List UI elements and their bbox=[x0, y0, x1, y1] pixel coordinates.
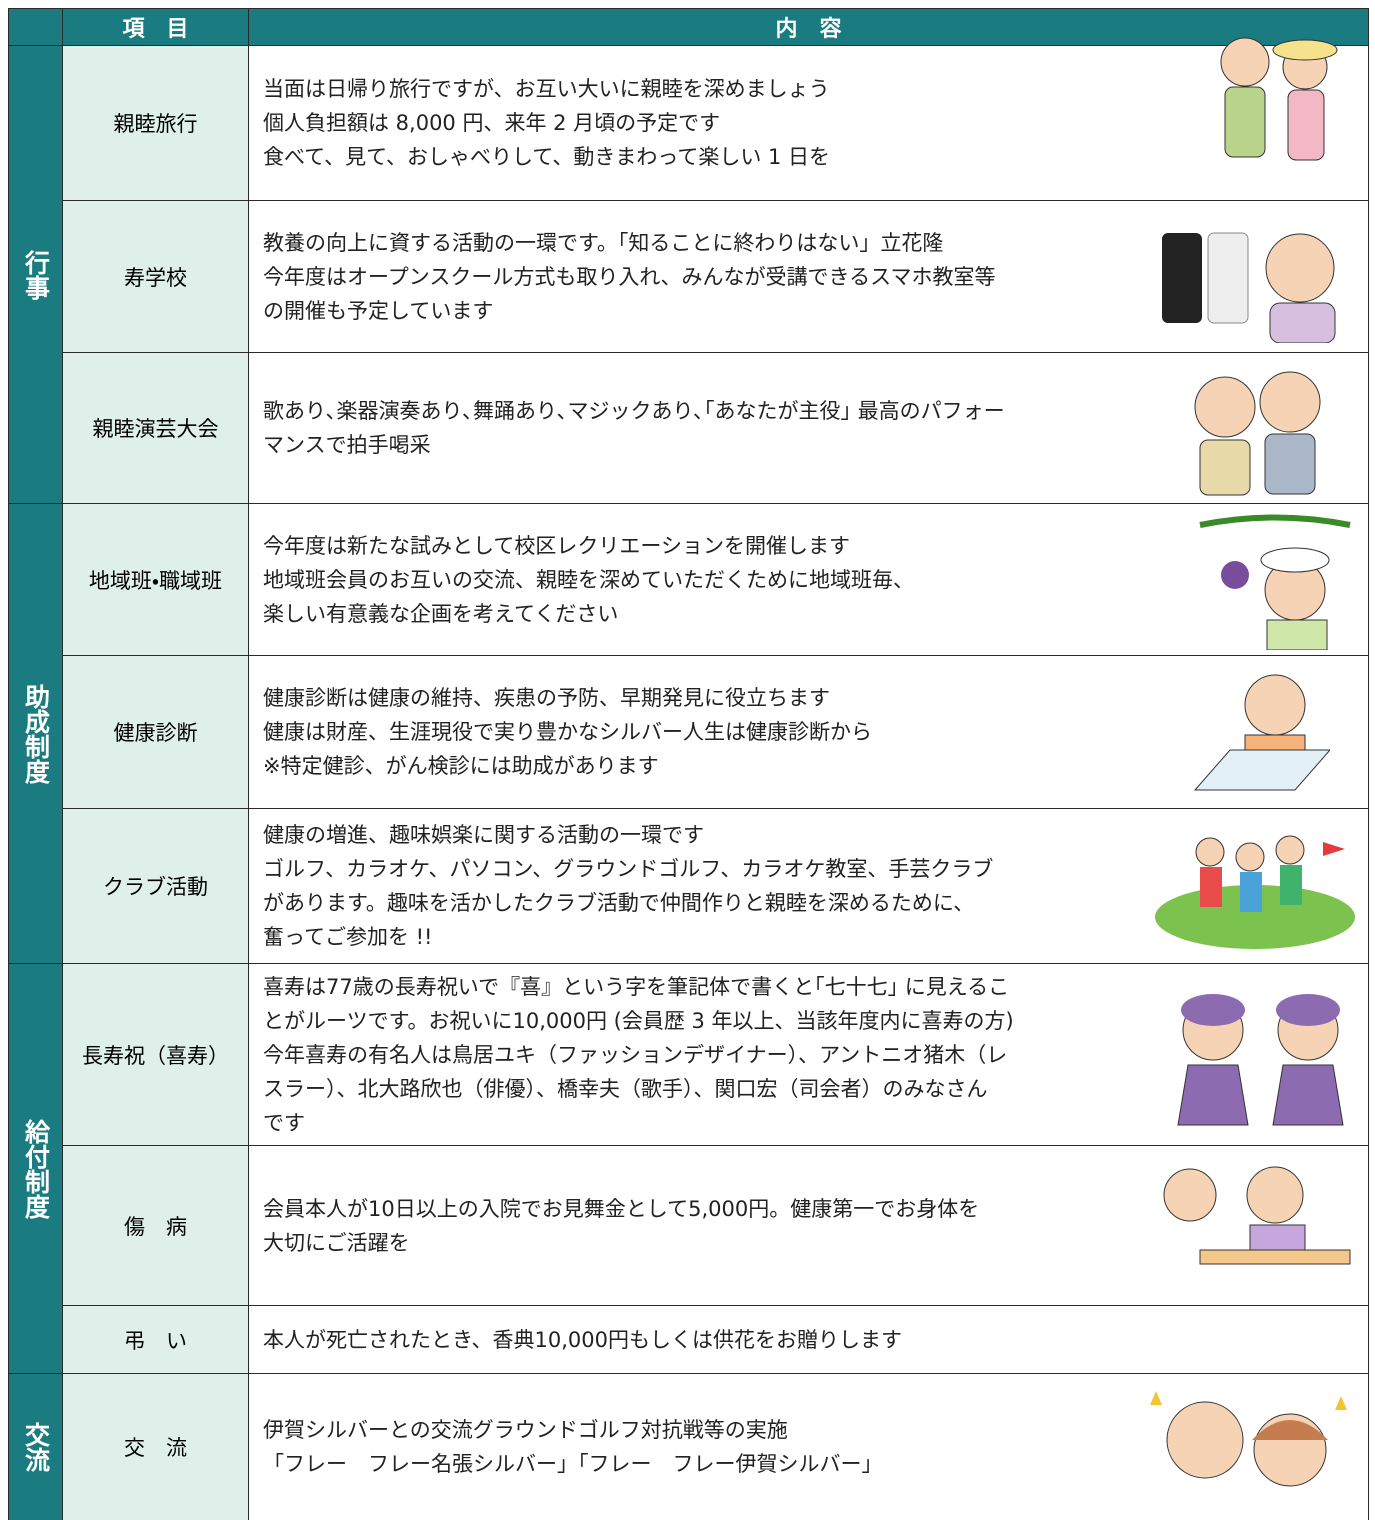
illustration bbox=[1193, 674, 1330, 791]
content-line: 健康診断は健康の維持、疾患の予防、早期発見に役立ちます bbox=[263, 686, 830, 710]
content-line: 今年喜寿の有名人は鳥居ユキ（ファッションデザイナー）、アントニオ猪木（レ bbox=[263, 1042, 1008, 1067]
content-line: 歌あり､楽器演奏あり､舞踊あり､マジックあり､｢あなたが主役｣ 最高のパフォー bbox=[263, 399, 1005, 423]
illustration bbox=[1220, 37, 1338, 161]
illustration bbox=[1177, 994, 1344, 1126]
content-cell: 当面は日帰り旅行ですが、お互い大いに親睦を深めましょう 個人負担額は 8,000 … bbox=[248, 45, 1369, 201]
item-label: 寿学校 bbox=[62, 200, 249, 353]
header-corner bbox=[8, 8, 63, 46]
illustration bbox=[1162, 232, 1336, 343]
header-content: 内 容 bbox=[248, 8, 1369, 46]
illustration bbox=[1150, 1391, 1347, 1487]
content-line: があります。趣味を活かしたクラブ活動で仲間作りと親睦を深めるために、 bbox=[263, 891, 975, 915]
item-label: 長寿祝（喜寿） bbox=[62, 963, 249, 1146]
content-line: 会員本人が10日以上の入院でお見舞金として5,000円。健康第一でお身体を bbox=[263, 1196, 980, 1221]
content-line: 当面は日帰り旅行ですが、お互い大いに親睦を深めましょう bbox=[263, 77, 830, 101]
item-label: 交 流 bbox=[62, 1373, 249, 1520]
item-label: 健康診断 bbox=[62, 655, 249, 809]
item-label: 地域班・職域班 bbox=[62, 503, 249, 656]
section-label: 交流 bbox=[8, 1373, 63, 1520]
content-line: です bbox=[263, 1110, 305, 1135]
item-label: 親睦旅行 bbox=[62, 45, 249, 201]
content-line: 大切にご活躍を bbox=[263, 1230, 410, 1255]
content-line: 健康は財産、生涯現役で実り豊かなシルバー人生は健康診断から bbox=[263, 720, 872, 744]
content-cell: 健康診断は健康の維持、疾患の予防、早期発見に役立ちます健康は財産、生涯現役で実り… bbox=[248, 655, 1369, 809]
content-line: 食べて、見て、おしゃべりして、動きまわって楽しい 1 日を bbox=[263, 145, 831, 169]
header-item: 項 目 bbox=[62, 8, 249, 46]
content-line: 今年度はオープンスクール方式も取り入れ、みんなが受講できるスマホ教室等 bbox=[263, 264, 996, 289]
item-label: 傷 病 bbox=[62, 1145, 249, 1306]
content-line: 個人負担額は 8,000 円、来年 2 月頃の予定です bbox=[263, 111, 721, 135]
item-label: 親睦演芸大会 bbox=[62, 352, 249, 504]
content-line: 教養の向上に資する活動の一環です。「知ることに終わりはない」立花隆 bbox=[263, 230, 944, 255]
content-line: とがルーツです。お祝いに10,000円 (会員歴 3 年以上、当該年度内に喜寿の… bbox=[263, 1008, 1014, 1033]
content-cell: 歌あり､楽器演奏あり､舞踊あり､マジックあり､｢あなたが主役｣ 最高のパフォーマ… bbox=[248, 352, 1369, 504]
content-line: の開催も予定しています bbox=[263, 298, 494, 323]
content-line: 今年度は新たな試みとして校区レクリエーションを開催します bbox=[263, 533, 850, 558]
item-label: 弔 い bbox=[62, 1305, 249, 1374]
content-line: 楽しい有意義な企画を考えてください bbox=[263, 601, 619, 626]
section-label: 給付制度 bbox=[8, 963, 63, 1374]
content-cell: 喜寿は77歳の長寿祝いで『喜』という字を筆記体で書くと｢七十七｣ に見えるこ とが… bbox=[248, 963, 1369, 1146]
illustration bbox=[1155, 835, 1355, 949]
content-line: マンスで拍手喝采 bbox=[263, 433, 431, 457]
illustration bbox=[1194, 371, 1321, 496]
content-line: 本人が死亡されたとき、香典10,000円もしくは供花をお贈りします bbox=[263, 1327, 903, 1352]
content-line: 健康の増進、趣味娯楽に関する活動の一環です bbox=[263, 823, 704, 847]
content-line: ゴルフ、カラオケ、パソコン、グラウンドゴルフ、カラオケ教室、手芸クラブ bbox=[263, 857, 994, 881]
content-line: 地域班会員のお互いの交流、親睦を深めていただくために地域班毎、 bbox=[263, 567, 914, 592]
content-line: 喜寿は77歳の長寿祝いで『喜』という字を筆記体で書くと｢七十七｣ に見えるこ bbox=[263, 974, 1010, 999]
content-cell: 本人が死亡されたとき、香典10,000円もしくは供花をお贈りします bbox=[248, 1305, 1369, 1374]
illustration bbox=[1199, 514, 1351, 650]
content-line: 「フレー フレー名張シルバー」「フレー フレー伊賀シルバー」 bbox=[263, 1452, 883, 1476]
content-line: スラー）、北大路欣也（俳優）、橋幸夫（歌手）、関口宏（司会者）のみなさん bbox=[263, 1076, 988, 1101]
section-label: 助成制度 bbox=[8, 503, 63, 964]
content-cell: 今年度は新たな試みとして校区レクリエーションを開催します地域班会員のお互いの交流… bbox=[248, 503, 1369, 656]
content-cell: 教養の向上に資する活動の一環です。「知ることに終わりはない」立花隆今年度はオープ… bbox=[248, 200, 1369, 353]
content-line: ※特定健診、がん検診には助成があります bbox=[263, 754, 659, 778]
content-line: 伊賀シルバーとの交流グラウンドゴルフ対抗戦等の実施 bbox=[263, 1418, 788, 1442]
item-label: クラブ活動 bbox=[62, 808, 249, 964]
illustration bbox=[1163, 1166, 1351, 1265]
content-cell: 会員本人が10日以上の入院でお見舞金として5,000円。健康第一でお身体を 大切に… bbox=[248, 1145, 1369, 1306]
section-label: 行事 bbox=[8, 45, 63, 504]
content-line: 奮ってご参加を !! bbox=[263, 925, 433, 949]
